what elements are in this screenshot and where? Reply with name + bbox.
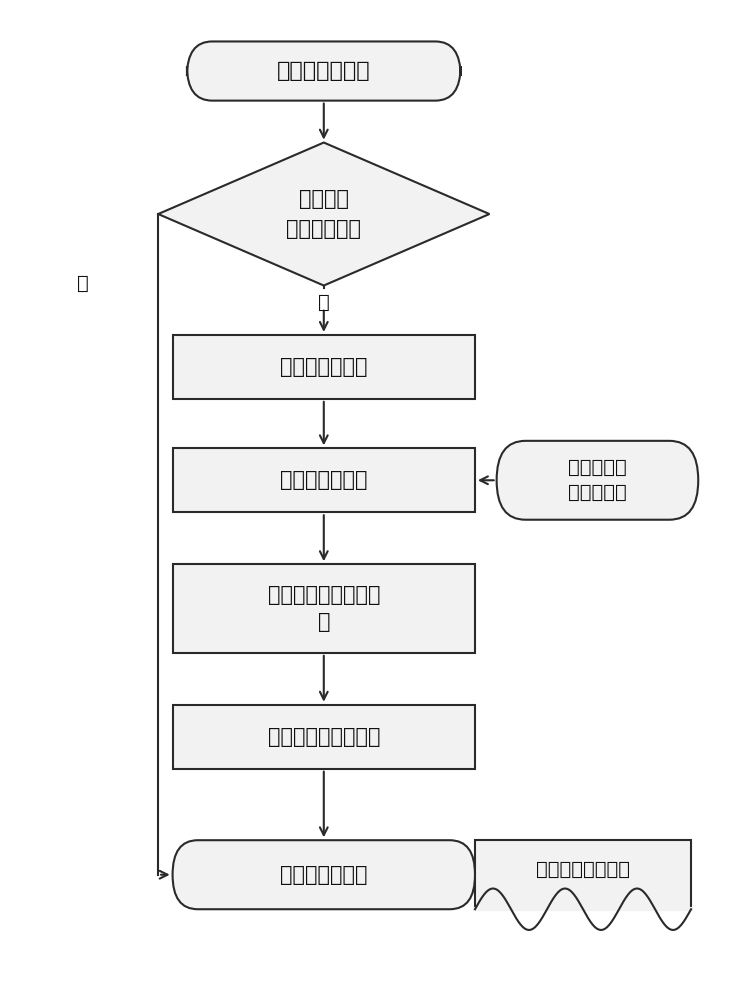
Text: 否: 否 [76, 274, 88, 293]
Text: 姿控推力器
分配逻辑表: 姿控推力器 分配逻辑表 [568, 458, 627, 502]
FancyBboxPatch shape [187, 41, 461, 101]
Text: 是否允许
分时解耦控制: 是否允许 分时解耦控制 [286, 189, 361, 239]
FancyBboxPatch shape [172, 705, 475, 769]
Text: 姿控推力器分配: 姿控推力器分配 [280, 470, 368, 490]
Text: 是: 是 [318, 293, 330, 312]
FancyBboxPatch shape [172, 448, 475, 512]
Text: 本控制周期结束: 本控制周期结束 [280, 865, 368, 885]
Polygon shape [158, 143, 490, 286]
Text: 计算喷气输出轴: 计算喷气输出轴 [280, 357, 368, 377]
FancyBboxPatch shape [475, 840, 691, 909]
Text: 计算干扰前馈补偿量: 计算干扰前馈补偿量 [268, 727, 380, 747]
FancyBboxPatch shape [172, 840, 475, 909]
Text: 计算分时解耦干扰力
矩: 计算分时解耦干扰力 矩 [268, 585, 380, 632]
FancyBboxPatch shape [172, 335, 475, 399]
FancyBboxPatch shape [172, 564, 475, 653]
FancyBboxPatch shape [497, 441, 698, 520]
Text: 进入下一控制周期: 进入下一控制周期 [536, 860, 630, 879]
Text: 本控制周期开始: 本控制周期开始 [277, 61, 371, 81]
